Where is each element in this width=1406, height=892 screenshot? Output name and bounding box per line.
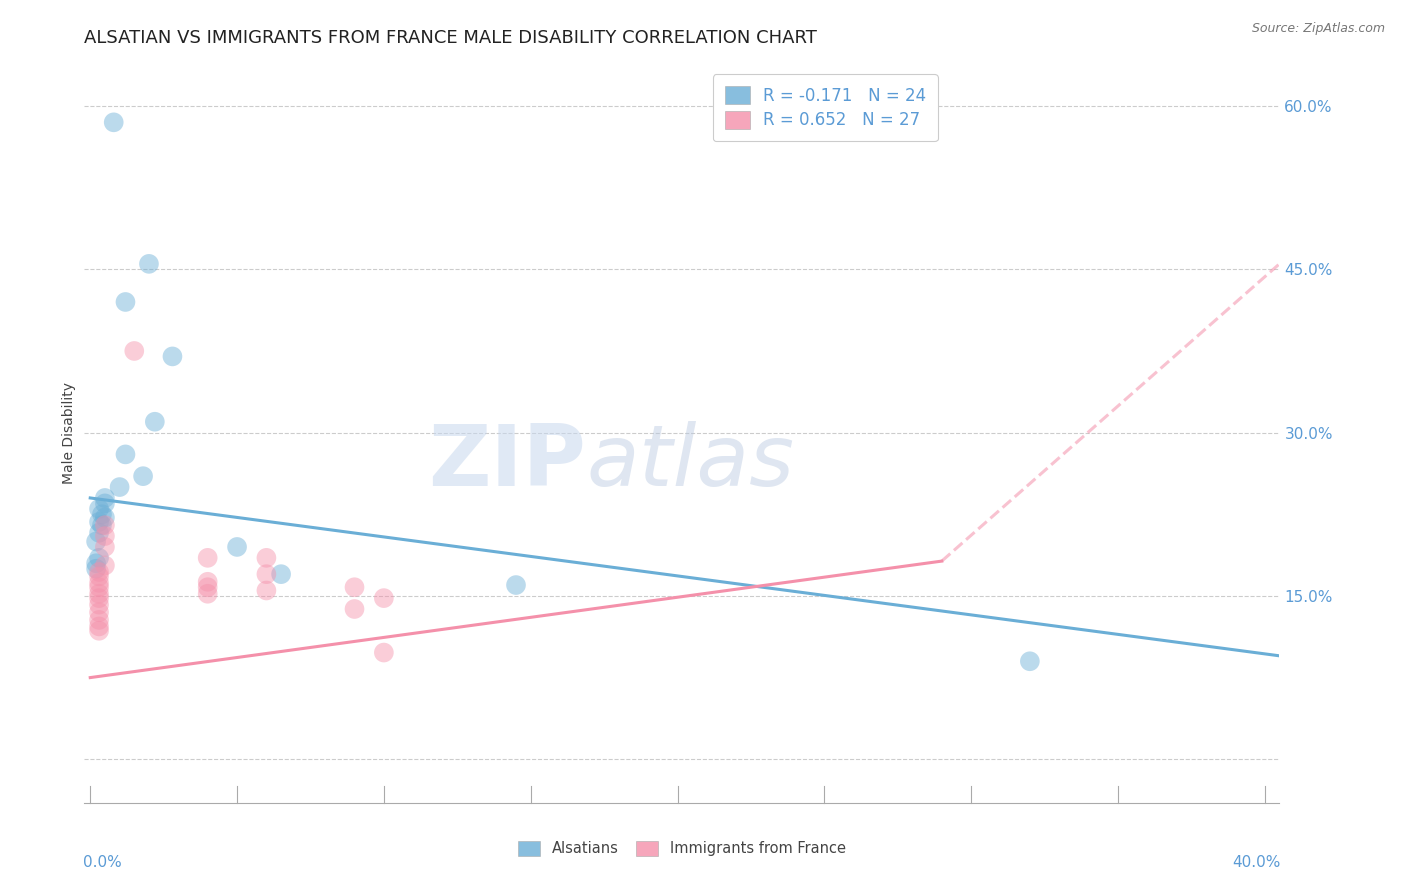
Point <box>87 501 110 516</box>
Point <box>226 540 249 554</box>
Point <box>373 646 395 660</box>
Point <box>87 575 110 590</box>
Y-axis label: Male Disability: Male Disability <box>62 382 76 483</box>
Point <box>87 569 110 583</box>
Point <box>87 580 110 594</box>
Point <box>343 580 366 594</box>
Point <box>94 558 117 573</box>
Text: Source: ZipAtlas.com: Source: ZipAtlas.com <box>1251 22 1385 36</box>
Point <box>270 567 292 582</box>
Point <box>254 567 277 582</box>
Point <box>87 619 110 633</box>
Point <box>94 540 117 554</box>
Text: ALSATIAN VS IMMIGRANTS FROM FRANCE MALE DISABILITY CORRELATION CHART: ALSATIAN VS IMMIGRANTS FROM FRANCE MALE … <box>84 29 817 47</box>
Point <box>343 602 366 616</box>
Point <box>87 624 110 638</box>
Point <box>94 510 117 524</box>
Point <box>114 295 136 310</box>
Point <box>197 550 219 565</box>
Point <box>87 598 110 612</box>
Point <box>197 587 219 601</box>
Point <box>373 591 395 606</box>
Point <box>143 415 166 429</box>
Point <box>94 518 117 533</box>
Text: 40.0%: 40.0% <box>1232 855 1281 870</box>
Point <box>197 580 219 594</box>
Point <box>108 480 131 494</box>
Point <box>87 613 110 627</box>
Text: ZIP: ZIP <box>429 421 586 504</box>
Point <box>94 491 117 505</box>
Point <box>138 257 160 271</box>
Point <box>87 605 110 619</box>
Point <box>1018 654 1040 668</box>
Point <box>254 550 277 565</box>
Point <box>87 525 110 540</box>
Point <box>84 562 107 576</box>
Legend: Alsatians, Immigrants from France: Alsatians, Immigrants from France <box>512 835 852 863</box>
Point <box>132 469 155 483</box>
Point <box>254 583 277 598</box>
Text: atlas: atlas <box>586 421 794 504</box>
Point <box>87 515 110 529</box>
Point <box>84 556 107 570</box>
Point <box>87 591 110 606</box>
Point <box>505 578 527 592</box>
Point <box>87 565 110 579</box>
Point <box>114 447 136 461</box>
Point <box>84 534 107 549</box>
Point <box>197 574 219 589</box>
Text: 0.0%: 0.0% <box>83 855 122 870</box>
Point <box>87 550 110 565</box>
Point <box>103 115 125 129</box>
Point <box>87 587 110 601</box>
Point <box>124 343 146 358</box>
Point <box>91 518 114 533</box>
Point <box>94 496 117 510</box>
Point <box>162 350 184 364</box>
Point <box>91 508 114 522</box>
Point <box>94 529 117 543</box>
